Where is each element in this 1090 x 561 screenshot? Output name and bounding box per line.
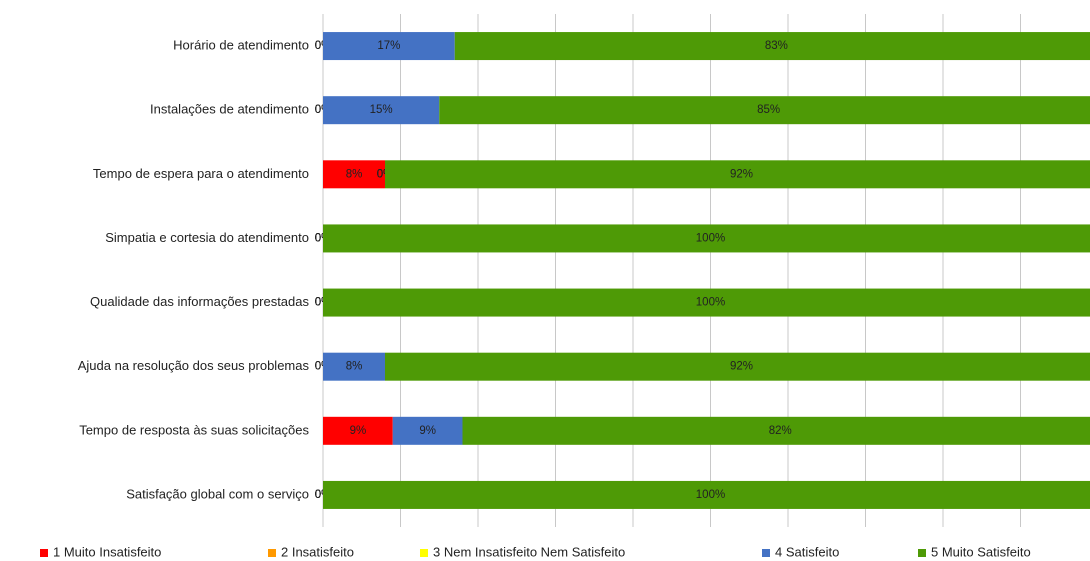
data-label: 92% — [730, 361, 753, 373]
bar-segment — [323, 480, 1090, 509]
data-label: 83% — [765, 40, 788, 52]
y-tick-label: Tempo de resposta às suas solicitações — [79, 422, 309, 437]
bar-segment — [454, 32, 1090, 61]
legend-swatch — [40, 549, 48, 557]
data-label: 17% — [377, 40, 400, 52]
bar-segment — [392, 416, 463, 445]
bar-segment — [323, 224, 1090, 253]
data-label: 9% — [419, 425, 436, 437]
legend-label: 3 Nem Insatisfeito Nem Satisfeito — [433, 544, 625, 559]
bar-segment — [462, 416, 1090, 445]
legend-swatch — [762, 549, 770, 557]
y-tick-label: Simpatia e cortesia do atendimento — [105, 230, 309, 245]
bar-segment — [323, 96, 440, 125]
bar-segment — [323, 32, 455, 61]
legend-swatch — [268, 549, 276, 557]
legend-label: 5 Muito Satisfeito — [931, 544, 1031, 559]
data-label: 9% — [350, 425, 367, 437]
data-label: 8% — [346, 361, 363, 373]
y-tick-label: Satisfação global com o serviço — [126, 486, 309, 501]
data-label: 82% — [769, 425, 792, 437]
data-label: 100% — [696, 297, 725, 309]
bar-segment — [323, 288, 1090, 317]
data-label: 100% — [696, 489, 725, 501]
y-tick-label: Tempo de espera para o atendimento — [93, 166, 309, 181]
y-tick-label: Ajuda na resolução dos seus problemas — [78, 358, 310, 373]
data-label: 8% — [346, 168, 363, 180]
bar-segment — [323, 160, 385, 189]
legend-label: 1 Muito Insatisfeito — [53, 544, 161, 559]
bar-segment — [323, 352, 385, 381]
y-tick-label: Horário de atendimento — [173, 38, 309, 53]
bar-segment — [323, 416, 393, 445]
bar-segment — [385, 352, 1090, 381]
data-label: 100% — [696, 232, 725, 244]
legend-label: 2 Insatisfeito — [281, 544, 354, 559]
bar-segment — [439, 96, 1090, 125]
legend-swatch — [420, 549, 428, 557]
legend-label: 4 Satisfeito — [775, 544, 839, 559]
y-tick-label: Qualidade das informações prestadas — [90, 294, 309, 309]
bar-segment — [385, 160, 1090, 189]
data-label: 15% — [370, 104, 393, 116]
legend-swatch — [918, 549, 926, 557]
y-tick-label: Instalações de atendimento — [150, 102, 309, 117]
data-label: 92% — [730, 168, 753, 180]
data-label: 85% — [757, 104, 780, 116]
